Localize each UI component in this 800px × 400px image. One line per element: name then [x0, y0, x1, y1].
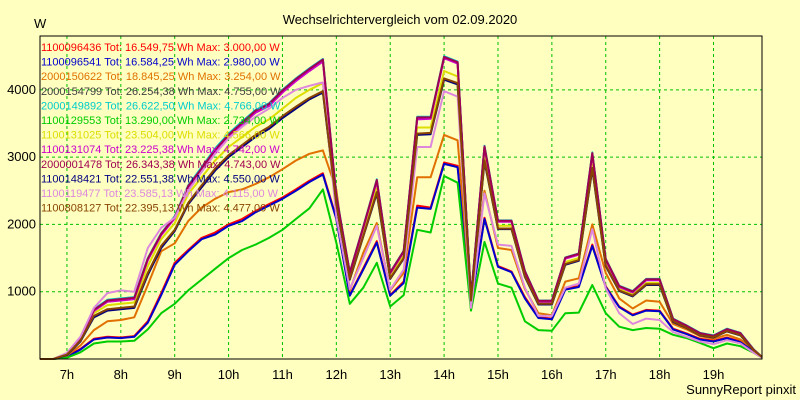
x-tick-label: 12h — [325, 367, 347, 382]
series-line — [40, 162, 763, 360]
legend-entry: 1100131025 Tot: 23.504,00 Wh Max: 4.566,… — [41, 130, 280, 142]
legend: 1100096436 Tot: 16.549,75 Wh Max: 3.000,… — [41, 42, 281, 215]
x-tick-label: 10h — [218, 367, 240, 382]
x-tick-label: 15h — [487, 367, 509, 382]
x-tick-label: 7h — [60, 367, 74, 382]
y-tick-label: 4000 — [7, 82, 36, 97]
legend-entry: 2000150622 Tot: 18.845,25 Wh Max: 3.254,… — [41, 71, 281, 83]
legend-entry: 1100808127 Tot: 22.395,13 Wh Max: 4.477,… — [41, 203, 280, 215]
legend-entry: 2000149892 Tot: 26.622,50 Wh Max: 4.766,… — [41, 100, 281, 112]
series-line — [40, 77, 763, 360]
x-tick-label: 9h — [167, 367, 181, 382]
y-tick-label: 2000 — [7, 216, 36, 231]
y-tick-label: 1000 — [7, 284, 36, 299]
grid-layer — [40, 36, 762, 359]
x-tick-label: 17h — [595, 367, 617, 382]
legend-entry: 1100096436 Tot: 16.549,75 Wh Max: 3.000,… — [41, 42, 280, 54]
legend-entry: 1100131074 Tot: 23.225,38 Wh Max: 4.742,… — [41, 144, 280, 156]
x-tick-label: 16h — [541, 367, 563, 382]
y-tick-label: 3000 — [7, 149, 36, 164]
legend-entry: 2000154799 Tot: 26.254,38 Wh Max: 4.755,… — [41, 86, 281, 98]
credit-text: SunnyReport pinxit — [686, 382, 796, 397]
legend-entry: 1100148421 Tot: 22.551,38 Wh Max: 4.550,… — [41, 173, 280, 185]
series-layer — [40, 55, 763, 360]
series-line — [40, 175, 763, 360]
series-line — [40, 133, 763, 360]
series-line — [40, 81, 763, 360]
x-tick-label: 13h — [379, 367, 401, 382]
x-tick-label: 11h — [272, 367, 293, 382]
tick-layer: 1000 2000 3000 4000 7h 8h 9h 10h 11h 12h 13h 14h 15h… — [7, 82, 724, 382]
plot-border — [39, 35, 763, 360]
x-tick-label: 8h — [114, 367, 128, 382]
legend-entry: 1100096541 Tot: 16.584,25 Wh Max: 2.980,… — [41, 57, 280, 69]
x-tick-label: 14h — [433, 367, 455, 382]
chart-title: Wechselrichtervergleich vom 02.09.2020 — [283, 12, 518, 27]
x-tick-label: 18h — [649, 367, 671, 382]
legend-entry: 2000001478 Tot: 26.343,38 Wh Max: 4.743,… — [41, 159, 281, 171]
x-tick-label: 19h — [703, 367, 725, 382]
legend-entry: 1100129553 Tot: 13.290,00 Wh Max: 2.734,… — [41, 115, 280, 127]
legend-entry: 1100119477 Tot: 23.585,13 Wh Max: 4.115,… — [41, 188, 279, 200]
y-axis-label: W — [34, 16, 47, 31]
